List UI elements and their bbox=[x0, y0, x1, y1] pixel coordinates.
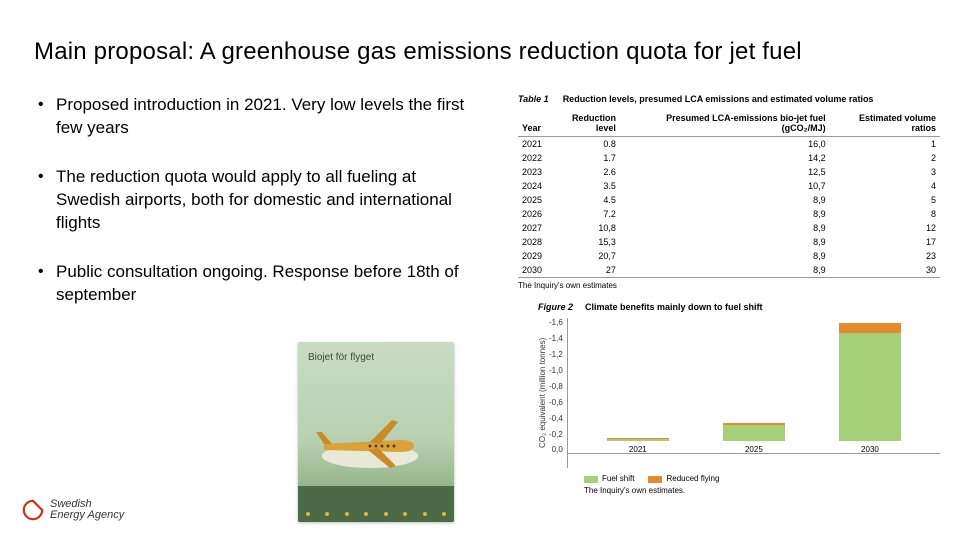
swatch-reduced-flying bbox=[648, 476, 662, 483]
book-cover: Biojet för flyget bbox=[298, 342, 454, 522]
bullet-item: Proposed introduction in 2021. Very low … bbox=[36, 94, 466, 140]
page-title: Main proposal: A greenhouse gas emission… bbox=[0, 0, 960, 66]
table-label: Table 1 bbox=[518, 94, 549, 104]
col-volume: Estimated volume ratios bbox=[830, 111, 940, 137]
legend: Fuel shift Reduced flying bbox=[584, 474, 940, 483]
x-label: 2025 bbox=[745, 445, 763, 454]
table-row: 202710,88,912 bbox=[518, 221, 940, 235]
bar-col: 2025 bbox=[723, 423, 785, 455]
bar-fuel-shift bbox=[607, 439, 669, 442]
bar-col: 2021 bbox=[607, 438, 669, 454]
right-column: Table 1 Reduction levels, presumed LCA e… bbox=[486, 94, 940, 495]
table-body: 20210.816,0120221.714,2220232.612,532024… bbox=[518, 137, 940, 278]
y-axis-label: CO₂ equivalent (million tonnes) bbox=[538, 318, 547, 468]
plot-area: 2021 2025 2030 bbox=[567, 318, 940, 468]
table-row: 20254.58,95 bbox=[518, 193, 940, 207]
x-label: 2021 bbox=[629, 445, 647, 454]
col-year: Year bbox=[518, 111, 546, 137]
col-lca: Presumed LCA-emissions bio-jet fuel (gCO… bbox=[620, 111, 830, 137]
bullet-item: Public consultation ongoing. Response be… bbox=[36, 261, 466, 307]
bar-reduced-flying bbox=[839, 323, 901, 333]
content: Proposed introduction in 2021. Very low … bbox=[0, 66, 960, 495]
logo-icon bbox=[22, 499, 44, 521]
swatch-fuel-shift bbox=[584, 476, 598, 483]
table-row: 20243.510,74 bbox=[518, 179, 940, 193]
legend-reduced-flying: Reduced flying bbox=[666, 474, 719, 483]
table-row: 20267.28,98 bbox=[518, 207, 940, 221]
table-row: 20210.816,01 bbox=[518, 137, 940, 152]
x-label: 2030 bbox=[861, 445, 879, 454]
figure-label: Figure 2 bbox=[538, 302, 573, 312]
swedish-energy-agency-logo: Swedish Energy Agency bbox=[22, 499, 124, 522]
table-row: 20232.612,53 bbox=[518, 165, 940, 179]
bullet-item: The reduction quota would apply to all f… bbox=[36, 166, 466, 235]
ground bbox=[298, 486, 454, 522]
table-row: 2030278,930 bbox=[518, 263, 940, 278]
table-footnote: The Inquiry's own estimates bbox=[518, 281, 940, 290]
bullet-list: Proposed introduction in 2021. Very low … bbox=[36, 94, 466, 307]
airplane-icon bbox=[310, 410, 430, 470]
figure-2: Figure 2 Climate benefits mainly down to… bbox=[486, 302, 940, 495]
col-reduction: Reduction level bbox=[546, 111, 620, 137]
figure-footnote: The Inquiry's own estimates. bbox=[584, 486, 940, 495]
logo-line2: Energy Agency bbox=[50, 510, 124, 522]
table-row: 20221.714,22 bbox=[518, 151, 940, 165]
y-axis-ticks: -1,6-1,4-1,2-1,0-0,8-0,6-0,4-0,20,0 bbox=[547, 318, 567, 468]
book-title: Biojet för flyget bbox=[298, 342, 454, 363]
bars: 2021 2025 2030 bbox=[568, 318, 940, 468]
table-caption: Reduction levels, presumed LCA emissions… bbox=[563, 94, 874, 105]
table-row: 202815,38,917 bbox=[518, 235, 940, 249]
bar-fuel-shift bbox=[723, 425, 785, 441]
table-1: Table 1 Reduction levels, presumed LCA e… bbox=[486, 94, 940, 290]
legend-fuel-shift: Fuel shift bbox=[602, 474, 634, 483]
table-row: 202920,78,923 bbox=[518, 249, 940, 263]
bar-fuel-shift bbox=[839, 333, 901, 442]
bar-col: 2030 bbox=[839, 323, 901, 455]
figure-caption: Climate benefits mainly down to fuel shi… bbox=[585, 302, 763, 312]
